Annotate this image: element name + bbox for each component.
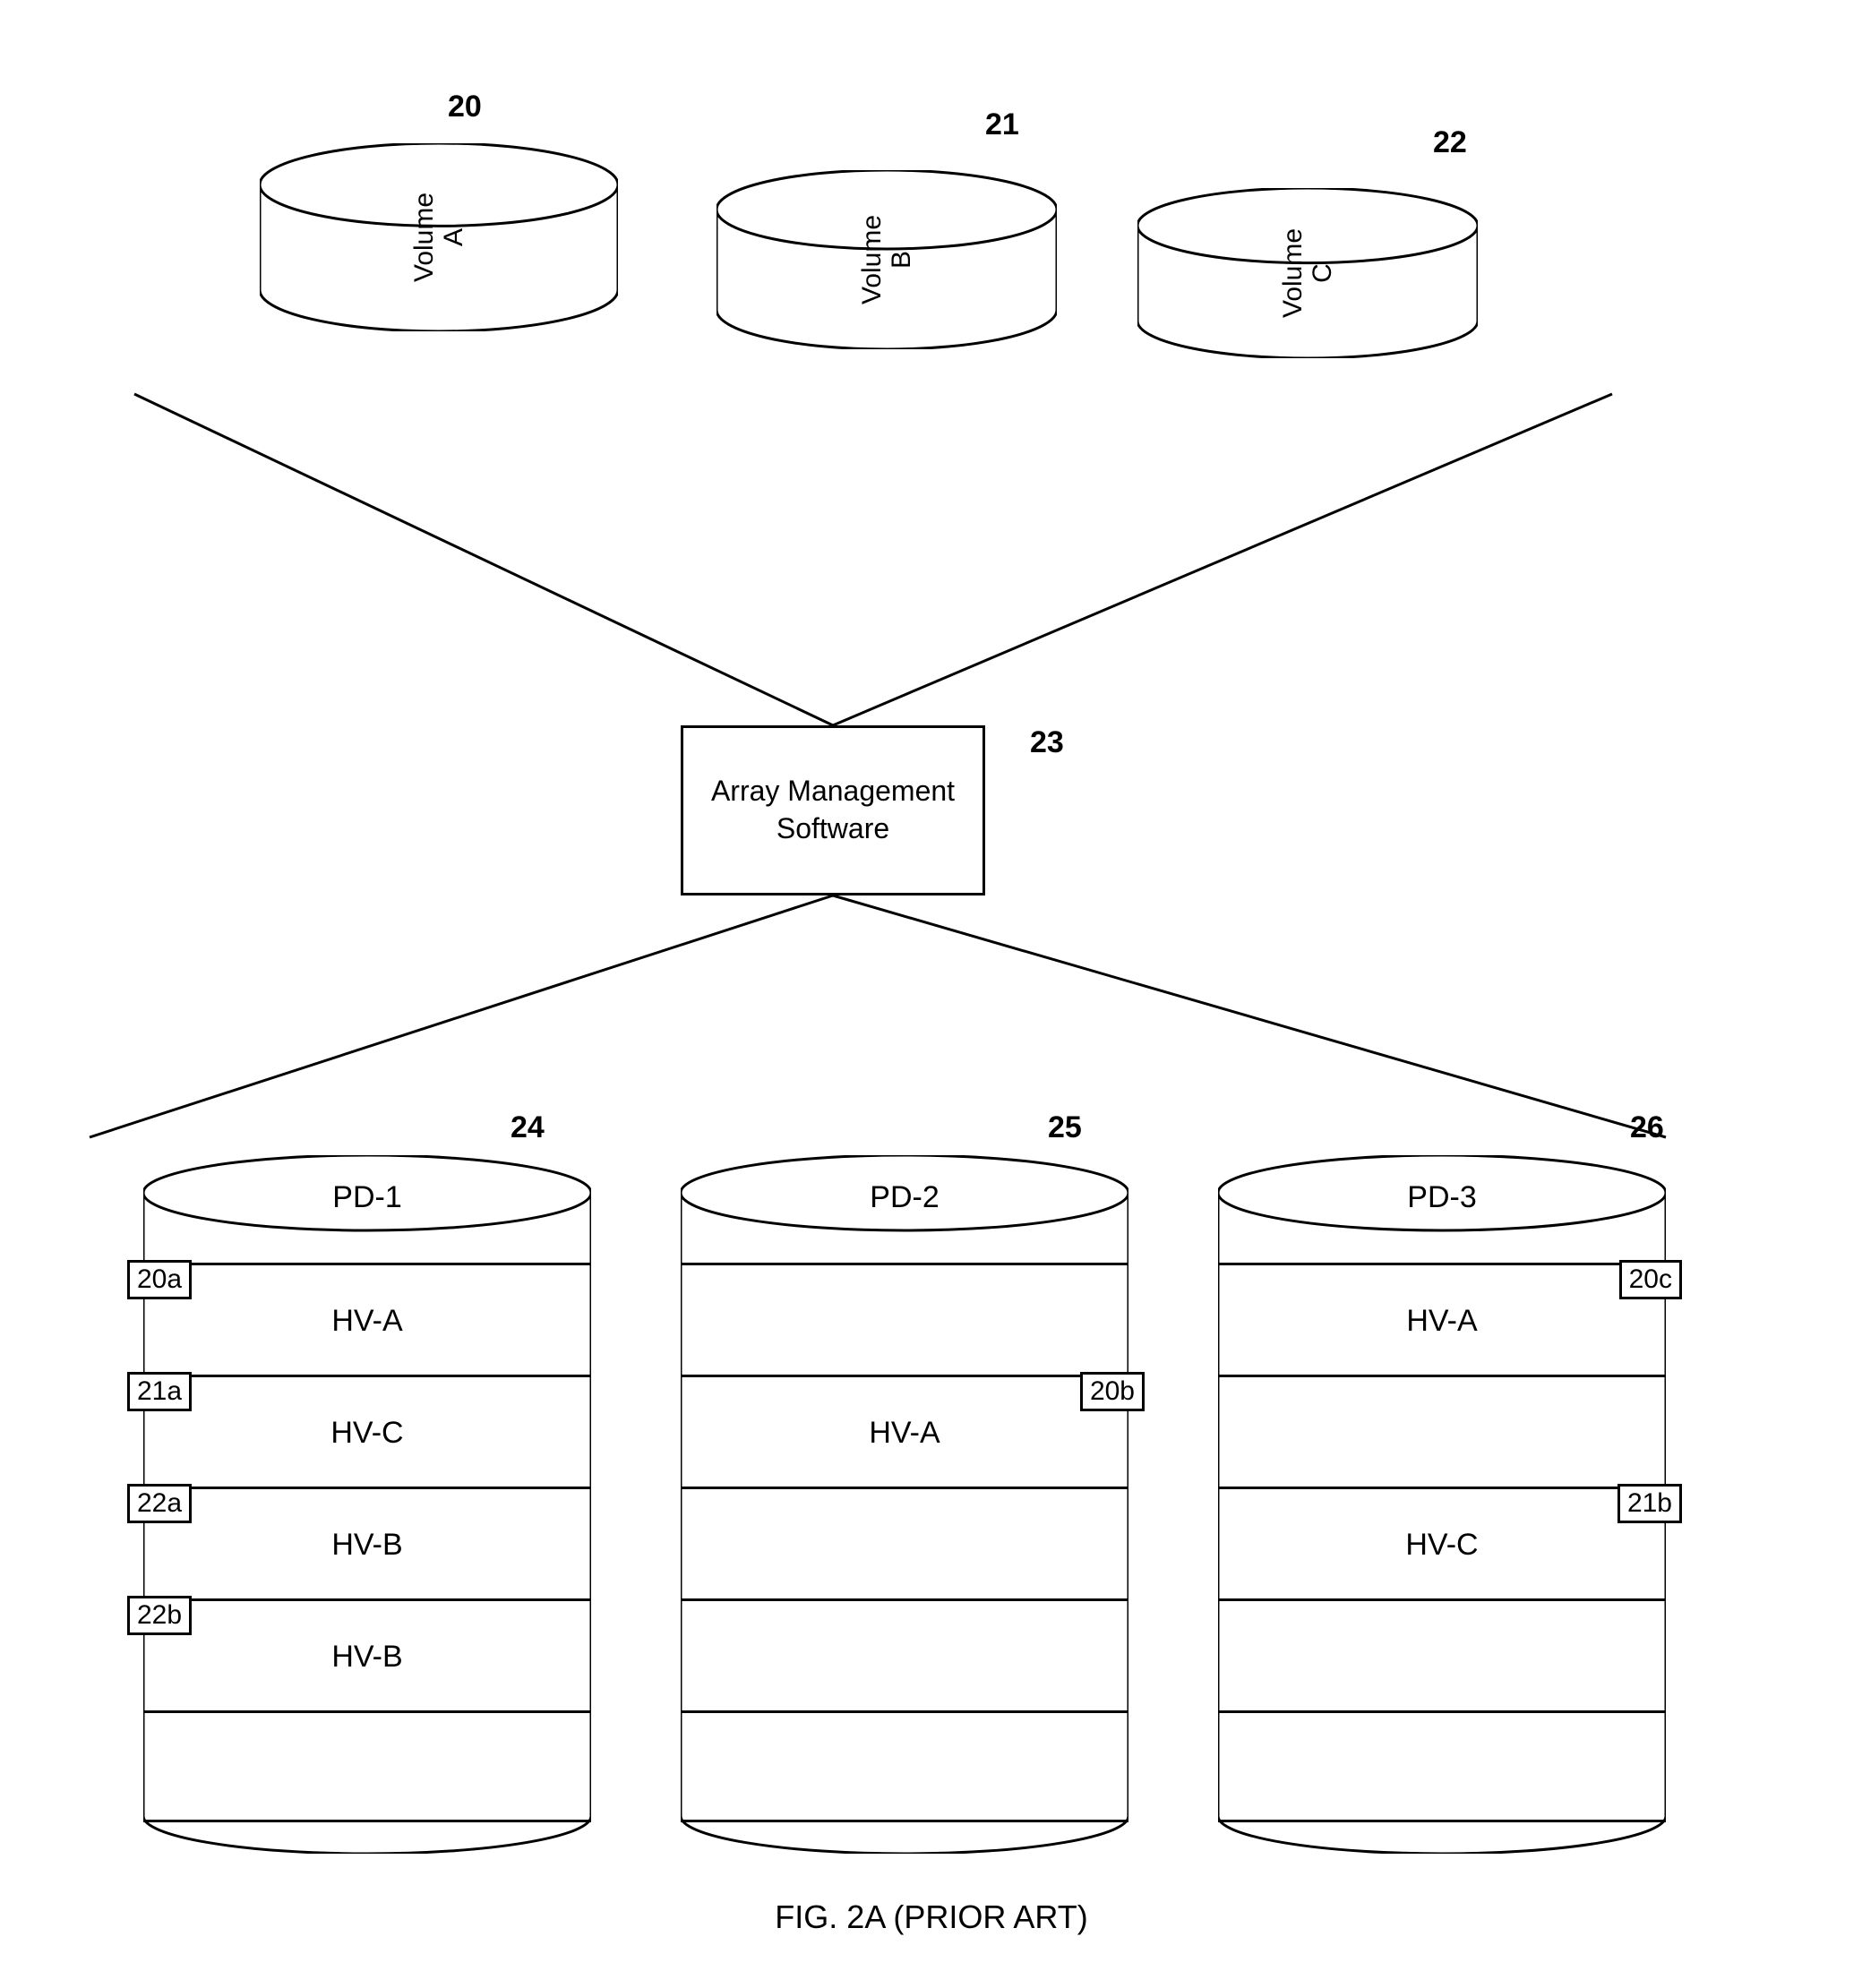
figure-caption: FIG. 2A (PRIOR ART)	[36, 1898, 1827, 1936]
pd-slots: HV-A20c HV-C21b	[1218, 1263, 1666, 1822]
volume-label: VolumeC	[1278, 228, 1337, 318]
pd-slot: HV-B22b	[143, 1598, 591, 1710]
pd-slot: HV-C21a	[143, 1375, 591, 1487]
physical-disk-pd2: PD-2 HV-A20b	[681, 1155, 1128, 1854]
slot-ref-tag: 20a	[127, 1260, 192, 1299]
pd-slot	[681, 1598, 1128, 1710]
ref-label: 24	[511, 1110, 545, 1145]
ref-label: 20	[448, 90, 482, 124]
ref-label: 25	[1048, 1110, 1082, 1145]
pd-slot: HV-B22a	[143, 1487, 591, 1598]
volume-label: VolumeA	[409, 193, 468, 282]
pd-title: PD-2	[681, 1180, 1128, 1215]
volume-vol-a: VolumeA	[260, 143, 618, 331]
pd-slot: HV-A20c	[1218, 1263, 1666, 1375]
pd-slot	[681, 1263, 1128, 1375]
pd-slot	[143, 1710, 591, 1822]
slot-ref-tag: 20b	[1080, 1372, 1145, 1411]
pd-slot: HV-C21b	[1218, 1487, 1666, 1598]
ref-label: 22	[1433, 125, 1467, 160]
pd-title: PD-1	[143, 1180, 591, 1215]
ref-label: 23	[1030, 725, 1064, 760]
ref-label: 26	[1630, 1110, 1664, 1145]
pd-slot	[1218, 1375, 1666, 1487]
physical-disk-pd1: PD-1 HV-A20aHV-C21aHV-B22aHV-B22b	[143, 1155, 591, 1854]
slot-ref-tag: 21a	[127, 1372, 192, 1411]
pd-title: PD-3	[1218, 1180, 1666, 1215]
pd-slot: HV-A20a	[143, 1263, 591, 1375]
volume-vol-b: VolumeB	[716, 170, 1057, 349]
pd-slots: HV-A20aHV-C21aHV-B22aHV-B22b	[143, 1263, 591, 1822]
slot-ref-tag: 22a	[127, 1484, 192, 1523]
volume-vol-c: VolumeC	[1137, 188, 1478, 358]
ref-label: 21	[985, 107, 1019, 142]
slot-ref-tag: 21b	[1617, 1484, 1682, 1523]
slot-ref-tag: 22b	[127, 1596, 192, 1635]
slot-ref-tag: 20c	[1619, 1260, 1682, 1299]
array-management-box: Array ManagementSoftware	[681, 725, 985, 895]
pd-slots: HV-A20b	[681, 1263, 1128, 1822]
pd-slot	[1218, 1710, 1666, 1822]
pd-slot	[1218, 1598, 1666, 1710]
pd-slot	[681, 1487, 1128, 1598]
pd-slot: HV-A20b	[681, 1375, 1128, 1487]
pd-slot	[681, 1710, 1128, 1822]
physical-disk-pd3: PD-3 HV-A20c HV-C21b	[1218, 1155, 1666, 1854]
volume-label: VolumeB	[857, 215, 916, 304]
